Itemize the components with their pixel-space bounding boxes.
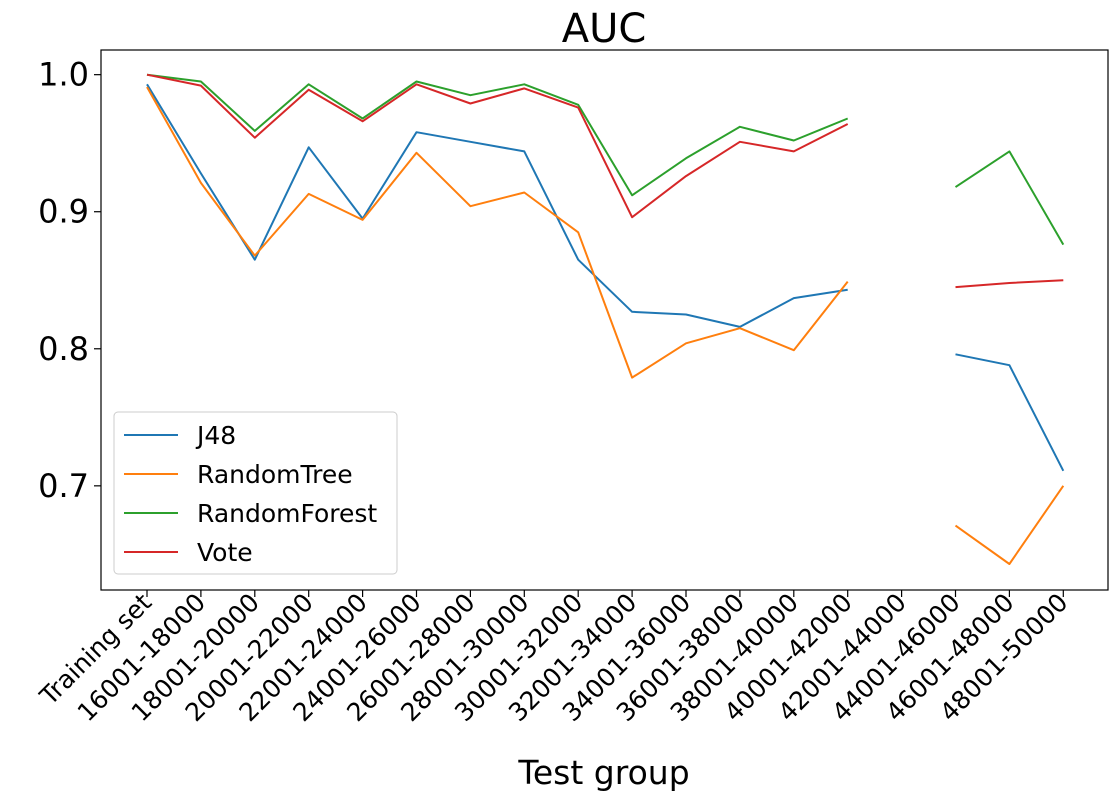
series-line-randomforest [146, 73, 1065, 246]
series-line-j48 [146, 83, 1065, 472]
legend-box [113, 411, 398, 575]
x-axis-label: Test group [517, 753, 689, 792]
y-tick-label: 0.9 [38, 193, 89, 231]
series-line-randomtree [146, 86, 1065, 565]
y-tick-label: 0.8 [38, 330, 89, 368]
series-lines [146, 73, 1065, 565]
chart-title: AUC [562, 6, 647, 52]
series-line-vote [146, 73, 1064, 289]
legend-label: Vote [197, 538, 253, 567]
y-axis: 0.7 0.8 0.9 1.0 [38, 56, 101, 505]
x-axis: Training set16001-1800018001-2000020001-… [34, 588, 1074, 727]
y-tick-label: 1.0 [38, 56, 89, 94]
plot-area-frame [100, 49, 1109, 591]
legend: J48 RandomTree RandomForest Vote [113, 411, 398, 575]
legend-label: RandomTree [197, 460, 353, 489]
legend-label: J48 [195, 421, 236, 450]
y-tick-label: 0.7 [38, 467, 89, 505]
legend-label: RandomForest [197, 499, 377, 528]
